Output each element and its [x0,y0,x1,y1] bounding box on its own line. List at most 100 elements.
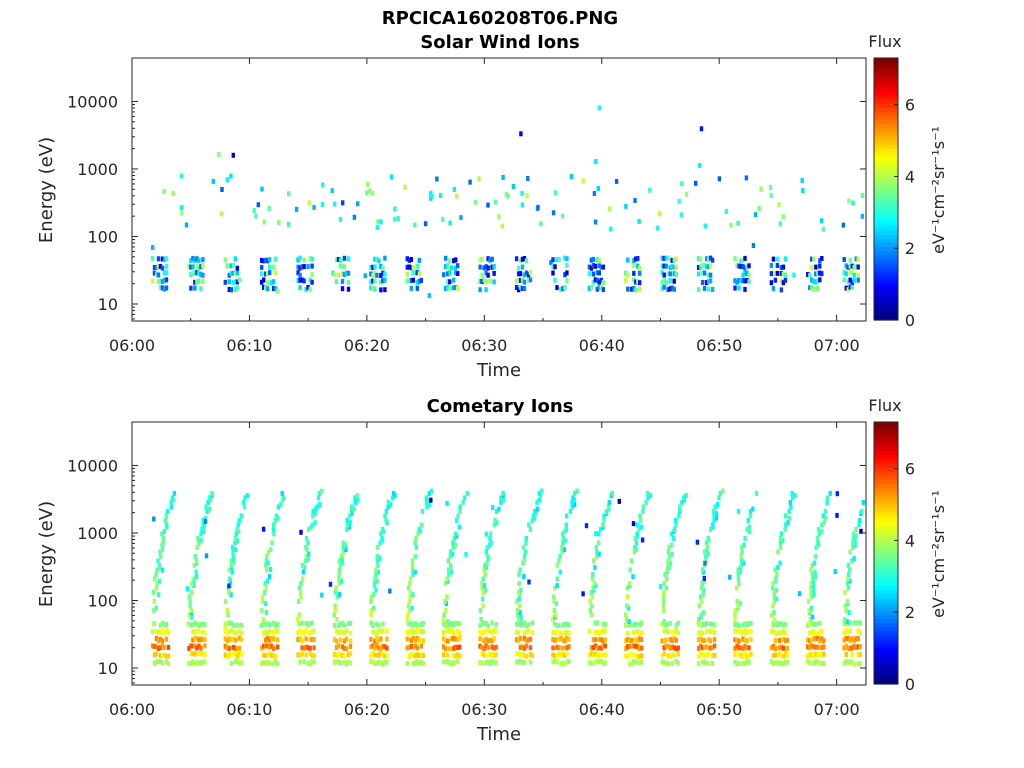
heatmap-cell [302,257,306,263]
heatmap-cell [554,612,558,618]
heatmap-cell [634,540,639,546]
heatmap-cell [591,585,595,591]
heatmap-cell [739,645,743,651]
heatmap-cell [260,598,265,604]
heatmap-cell [846,279,850,285]
heatmap-cell [448,553,452,559]
heatmap-cell [820,645,824,651]
heatmap-cell [519,587,523,593]
heatmap-cell [371,621,375,627]
heatmap-cell [524,270,529,276]
heatmap-cell [812,278,816,284]
heatmap-cell [268,660,272,666]
heatmap-cell [672,526,677,532]
heatmap-cell [769,271,774,277]
colorbar-segment [874,143,898,149]
heatmap-cell [373,645,377,651]
heatmap-cell [599,629,603,635]
heatmap-cell [672,286,676,292]
colorbar-segment [874,458,898,464]
heatmap-cell [430,488,434,494]
heatmap-cell [262,258,266,264]
heatmap-cell [429,497,433,503]
heatmap-cell [306,264,310,269]
colorbar-segment [874,507,898,513]
heatmap-cell [484,549,488,555]
heatmap-cell [818,258,822,264]
heatmap-cell [593,277,598,283]
heatmap-cell [151,589,156,595]
heatmap-cell [810,614,815,620]
heatmap-cell [494,628,498,634]
heatmap-cell [230,544,235,550]
heatmap-cell [777,202,781,208]
heatmap-cell [197,628,201,634]
heatmap-cell [270,280,274,286]
heatmap-cell [164,659,169,665]
heatmap-cell [737,645,741,651]
heatmap-cell [557,645,561,651]
heatmap-cell [771,286,776,291]
heatmap-cell [227,287,231,292]
heatmap-cell [557,558,561,564]
heatmap-cell [490,256,494,262]
heatmap-cell [702,638,707,644]
heatmap-cell [379,636,383,642]
heatmap-cell [296,257,300,263]
heatmap-cell [372,605,376,611]
heatmap-cell [301,569,306,575]
heatmap-cell [263,589,267,595]
heatmap-cell [156,629,161,635]
heatmap-cell [530,517,535,523]
heatmap-cell [850,279,854,285]
heatmap-cell [809,589,813,595]
heatmap-cell [442,644,446,650]
heatmap-cell [563,653,567,658]
colorbar-segment [874,295,898,301]
heatmap-cell [338,562,342,568]
heatmap-cell [634,287,638,293]
heatmap-cell [375,621,379,627]
cometary-panel: Cometary Ions 06:00 06:10 06:20 06:30 06:40 0… [36,396,948,745]
heatmap-cell [162,270,167,276]
colorbar-segment [874,454,898,460]
heatmap-cell [597,659,601,664]
heatmap-cell [413,643,417,649]
heatmap-cell [808,272,812,278]
heatmap-cell [808,616,812,622]
heatmap-cell [409,257,413,262]
heatmap-cell [626,653,630,659]
heatmap-cell [736,603,740,609]
colorbar-tick-label: 2 [905,239,915,258]
heatmap-cell [171,190,175,196]
heatmap-cell [419,652,423,658]
heatmap-cell [520,256,525,262]
colorbar-segment [874,176,898,182]
heatmap-cell [640,637,644,642]
heatmap-cell [486,256,490,262]
colorbar-segment [874,651,898,656]
heatmap-cell [446,271,450,277]
heatmap-cell [696,287,701,293]
heatmap-cell [748,513,753,519]
heatmap-cell [237,651,241,657]
heatmap-cell [632,258,636,264]
heatmap-cell [842,616,847,622]
heatmap-cell [342,660,347,666]
heatmap-cell [633,198,637,203]
heatmap-cell [779,644,784,650]
heatmap-cell [490,629,494,635]
heatmap-cell [347,513,352,519]
heatmap-cell [419,660,423,666]
heatmap-cell [478,643,482,649]
heatmap-cell [193,270,197,276]
heatmap-cell [666,255,670,261]
heatmap-cell [310,263,314,269]
heatmap-cell [522,653,527,659]
heatmap-cell [825,499,829,505]
heatmap-cell [520,651,525,657]
heatmap-cell [229,173,233,179]
heatmap-cell [700,580,704,586]
heatmap-cell [334,279,339,285]
heatmap-cell [551,263,555,269]
